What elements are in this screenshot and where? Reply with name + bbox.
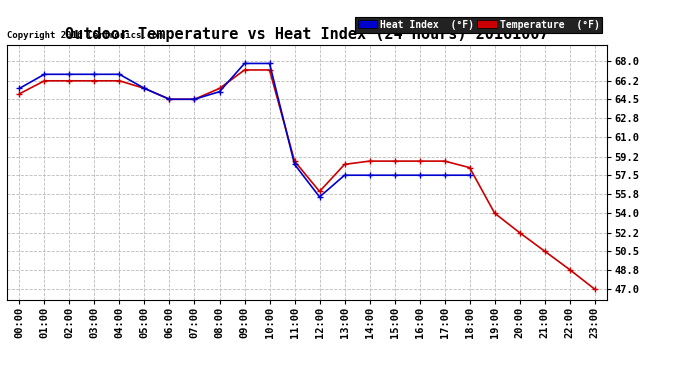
Title: Outdoor Temperature vs Heat Index (24 Hours) 20161007: Outdoor Temperature vs Heat Index (24 Ho… (66, 27, 549, 42)
Legend: Heat Index  (°F), Temperature  (°F): Heat Index (°F), Temperature (°F) (355, 17, 602, 33)
Text: Copyright 2016 Cartronics.com: Copyright 2016 Cartronics.com (7, 31, 163, 40)
